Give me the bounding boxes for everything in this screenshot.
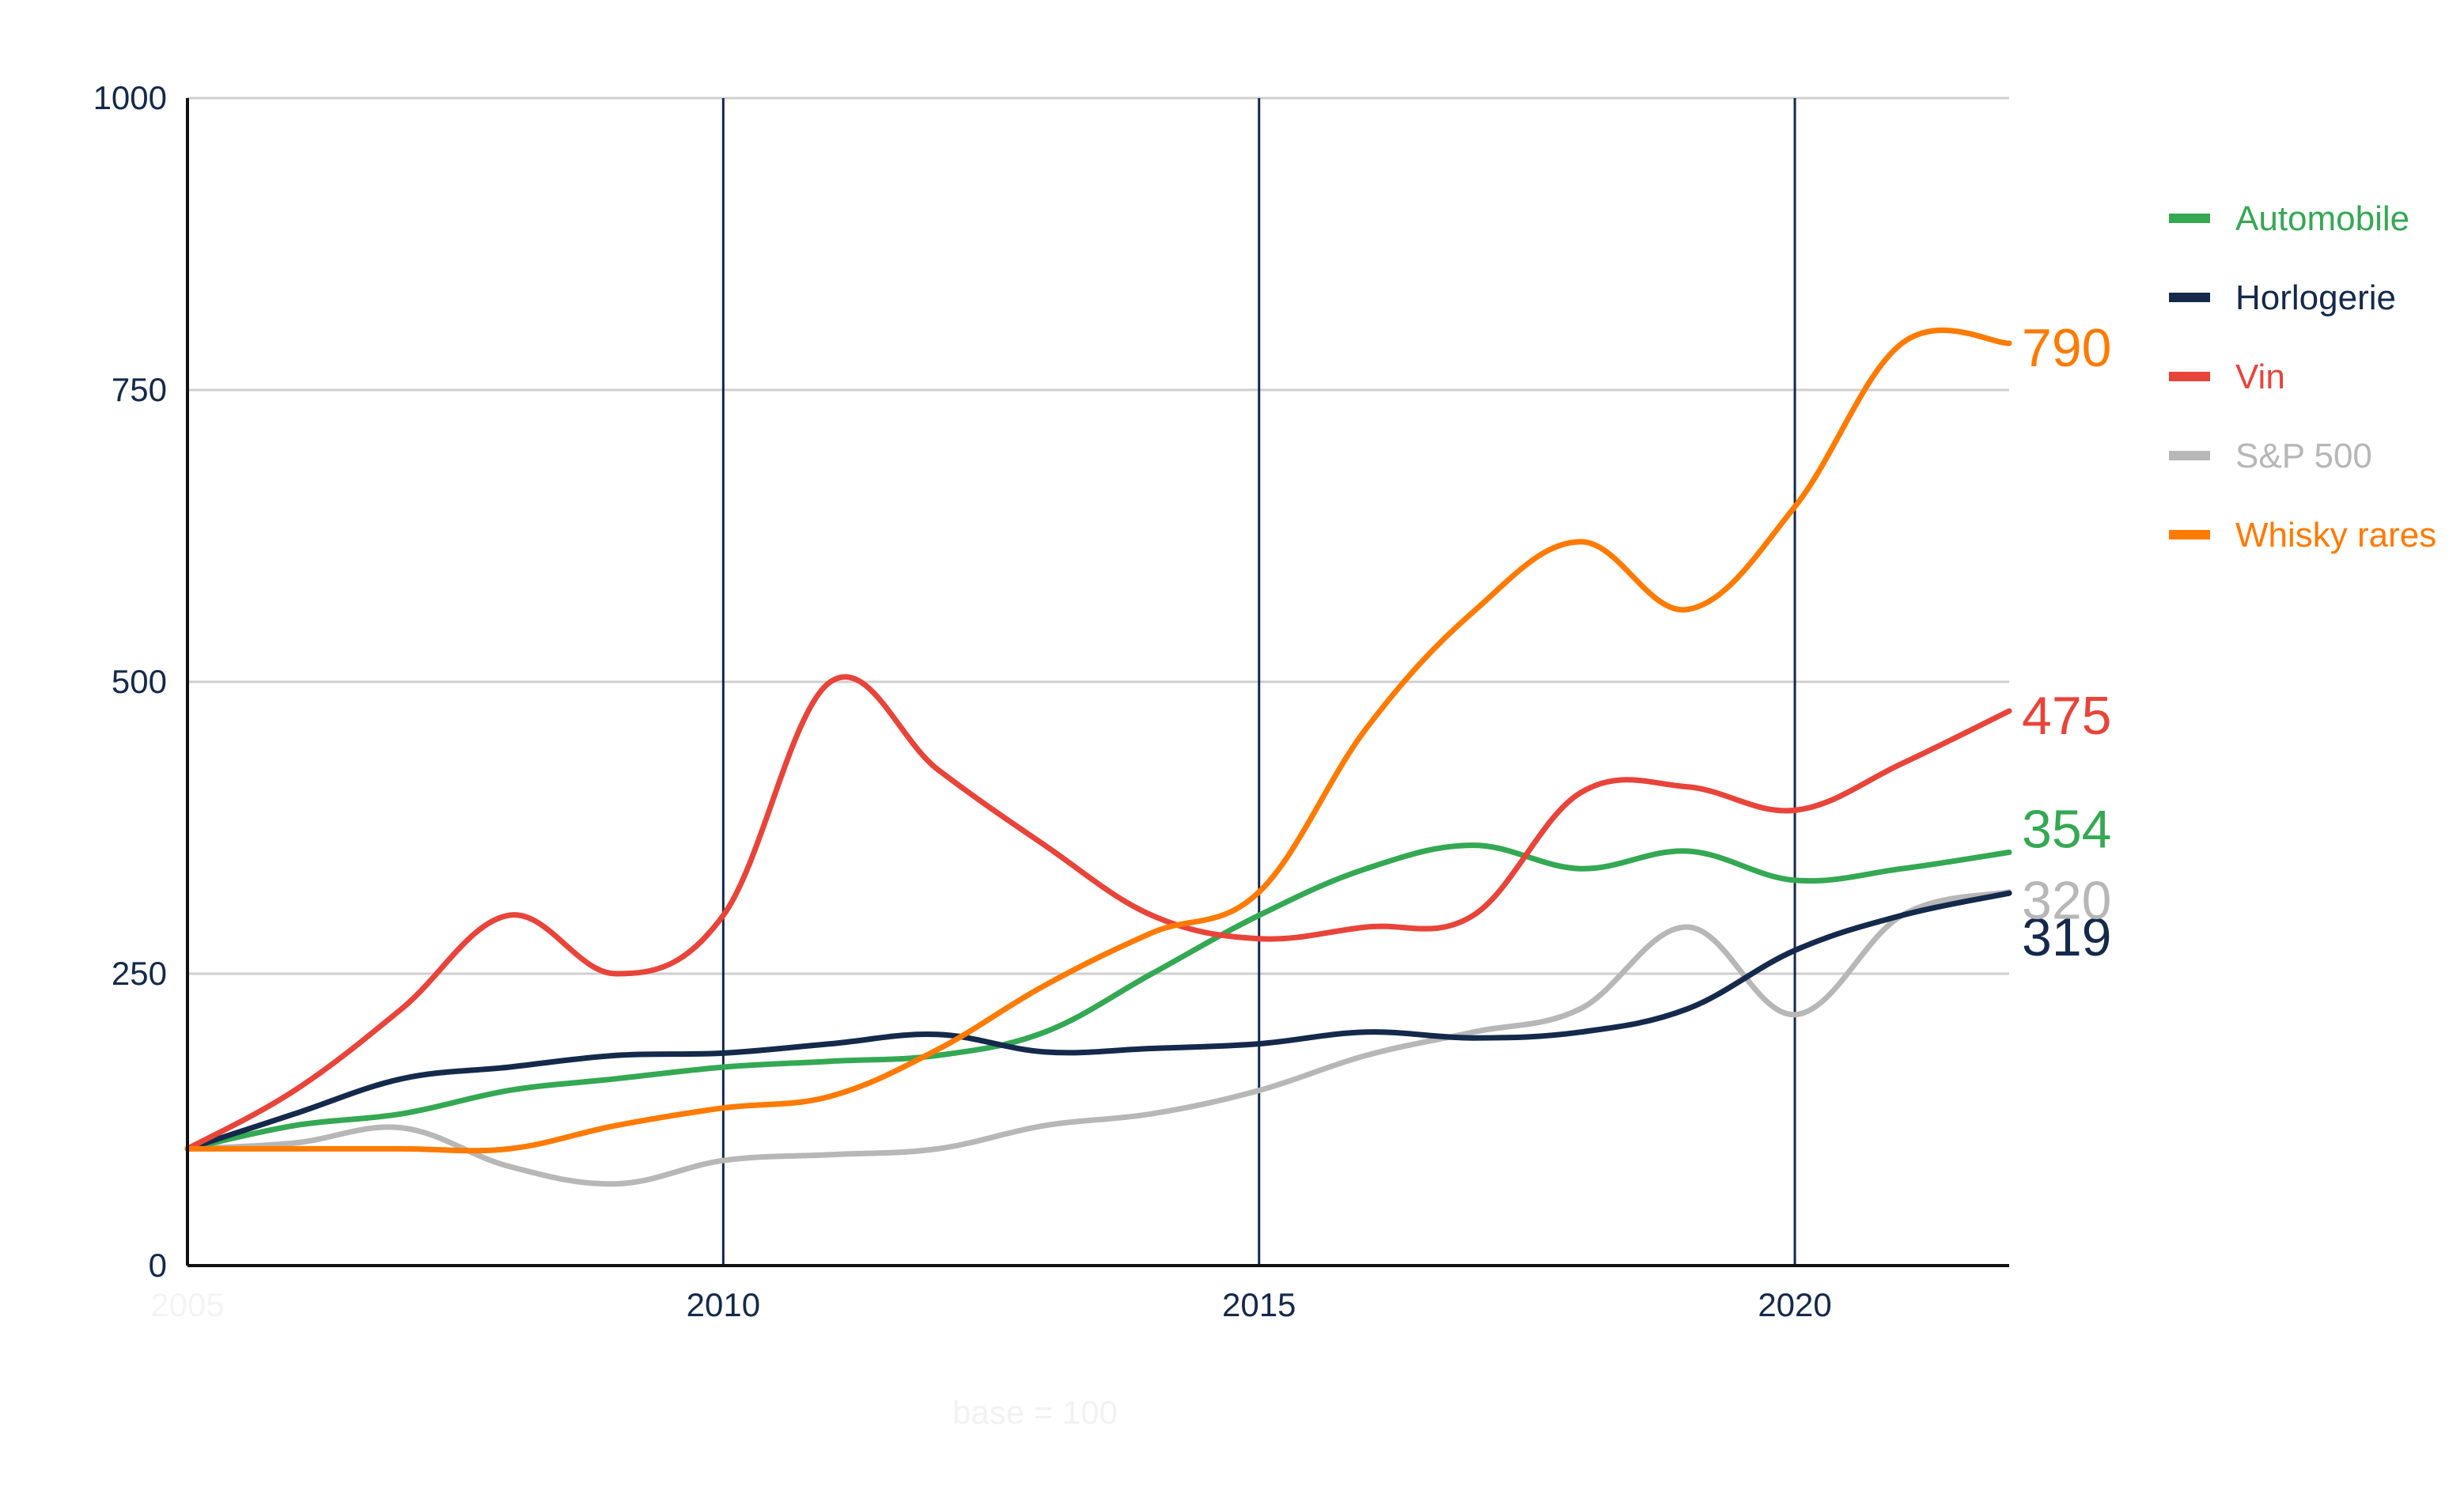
series-line-vin <box>184 674 2012 1152</box>
y-tick-label: 250 <box>112 955 167 992</box>
end-value-label: 475 <box>2022 686 2111 746</box>
x-tick-label: 2015 <box>1222 1286 1296 1323</box>
y-tick-label: 1000 <box>93 79 167 116</box>
x-tick-label: 2010 <box>687 1286 760 1323</box>
end-value-label: 790 <box>2022 318 2111 378</box>
x-tick-label: 2005 <box>150 1286 224 1323</box>
end-value-label: 354 <box>2022 799 2111 859</box>
legend-label: Automobile <box>2235 199 2409 238</box>
y-tick-label: 750 <box>112 371 167 408</box>
legend-label: Whisky rares <box>2235 516 2436 554</box>
series-line-s-p-500 <box>184 889 2012 1187</box>
series-lines <box>184 327 2012 1187</box>
end-value-label: 320 <box>2022 871 2111 931</box>
series-line-automobile <box>184 842 2012 1152</box>
tick-labels: 0 250 500 750 1000 2005 2010 2015 2020 <box>93 79 1832 1323</box>
y-tick-label: 0 <box>149 1247 167 1284</box>
y-tick-label: 500 <box>112 663 167 700</box>
series-line-horlogerie <box>184 890 2012 1152</box>
end-value-label: 319 <box>2022 907 2111 967</box>
x-tick-label: 2020 <box>1758 1286 1831 1323</box>
end-labels: 354 319 475 320 790 <box>2022 318 2111 967</box>
legend-label: Horlogerie <box>2235 278 2396 317</box>
x-axis-label: base = 100 <box>952 1394 1118 1431</box>
legend: Automobile Horlogerie Vin S&P 500 Whisky rar… <box>2169 199 2436 554</box>
gridlines <box>187 97 2009 1266</box>
axes <box>186 98 2009 1267</box>
legend-label: Vin <box>2235 358 2285 396</box>
series-line-whisky-rares <box>184 327 2012 1154</box>
legend-label: S&P 500 <box>2235 437 2372 475</box>
